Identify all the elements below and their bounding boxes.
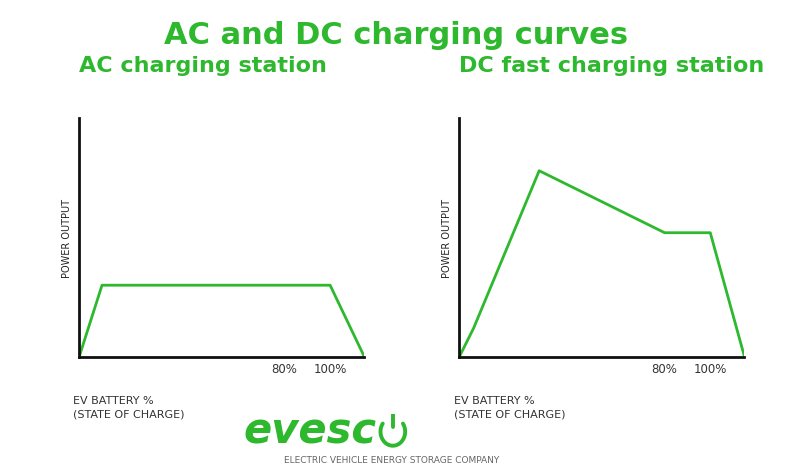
- Text: EV BATTERY %
(STATE OF CHARGE): EV BATTERY % (STATE OF CHARGE): [454, 395, 565, 418]
- Y-axis label: POWER OUTPUT: POWER OUTPUT: [443, 198, 452, 278]
- Y-axis label: POWER OUTPUT: POWER OUTPUT: [63, 198, 72, 278]
- Text: evesc: evesc: [243, 410, 376, 452]
- Text: DC fast charging station: DC fast charging station: [459, 56, 764, 76]
- Text: AC and DC charging curves: AC and DC charging curves: [164, 21, 628, 50]
- Text: ELECTRIC VEHICLE ENERGY STORAGE COMPANY: ELECTRIC VEHICLE ENERGY STORAGE COMPANY: [284, 456, 499, 465]
- Text: AC charging station: AC charging station: [79, 56, 327, 76]
- Text: EV BATTERY %
(STATE OF CHARGE): EV BATTERY % (STATE OF CHARGE): [74, 395, 185, 418]
